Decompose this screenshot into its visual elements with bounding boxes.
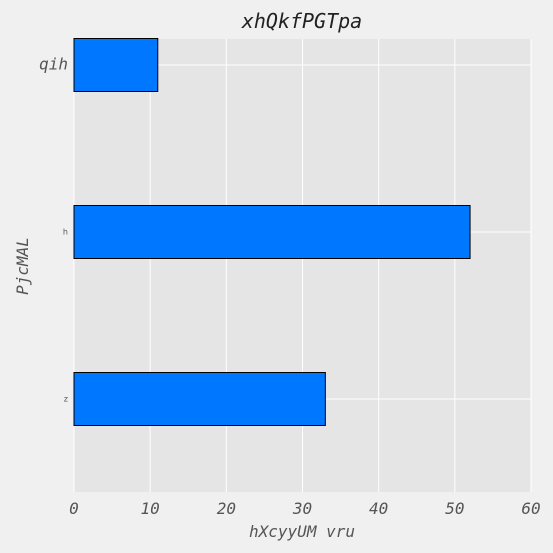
x-tick-labels: 0 10 20 30 40 50 60 bbox=[69, 499, 540, 518]
y-tick-label: h bbox=[63, 228, 68, 237]
x-tick-label: 50 bbox=[445, 499, 464, 518]
y-tick-label: z bbox=[64, 395, 68, 404]
x-axis-label: hXcyyUM vru bbox=[249, 522, 355, 541]
bars bbox=[73, 38, 471, 426]
x-tick-label: 30 bbox=[292, 499, 312, 518]
x-tick-label: 40 bbox=[369, 499, 388, 518]
bar-h bbox=[73, 205, 471, 259]
y-tick-labels: qih h z bbox=[39, 55, 68, 404]
x-tick-label: 60 bbox=[521, 499, 540, 518]
bar-z bbox=[73, 372, 326, 426]
x-tick-label: 0 bbox=[69, 499, 79, 518]
y-axis-label: PjcMAL bbox=[13, 237, 32, 295]
bar-qih bbox=[73, 38, 159, 92]
y-tick-label: qih bbox=[39, 55, 68, 74]
x-tick-label: 20 bbox=[217, 499, 236, 518]
x-tick-label: 10 bbox=[141, 499, 160, 518]
chart-title: xhQkfPGTpa bbox=[241, 9, 362, 33]
